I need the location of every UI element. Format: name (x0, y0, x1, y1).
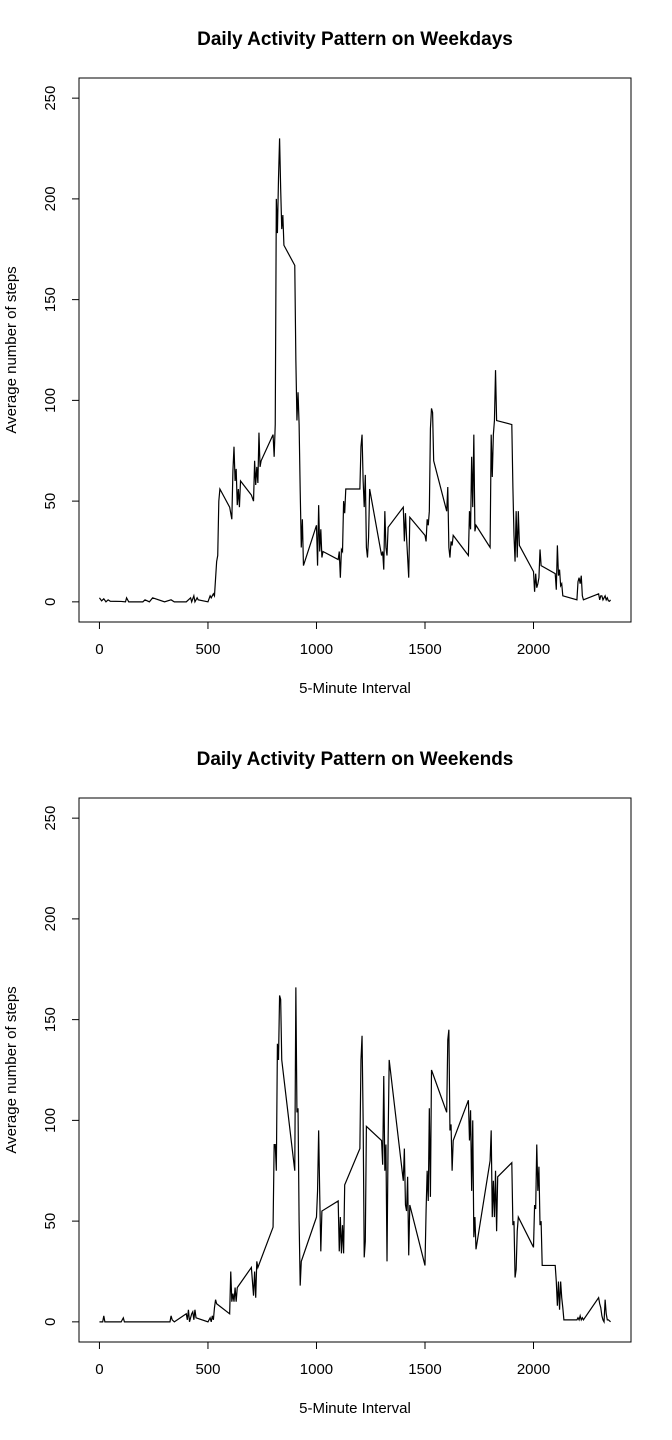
x-tick-label: 2000 (517, 1361, 550, 1378)
x-tick-label: 1000 (300, 1361, 333, 1378)
x-axis-label: 5-Minute Interval (299, 1400, 411, 1417)
x-tick-label: 500 (195, 1361, 220, 1378)
x-tick-label: 0 (95, 641, 103, 658)
x-tick-label: 1000 (300, 641, 333, 658)
chart-title: Daily Activity Pattern on Weekends (197, 749, 514, 770)
plot-frame (78, 797, 632, 1343)
y-tick-label: 250 (42, 806, 59, 831)
x-tick-label: 1500 (408, 641, 441, 658)
y-tick-label: 200 (42, 186, 59, 211)
y-axis-label: Average number of steps (3, 266, 20, 433)
y-tick-label: 50 (42, 1213, 59, 1230)
y-tick-label: 100 (42, 1108, 59, 1133)
plot-frame (78, 77, 632, 623)
data-line (98, 138, 612, 604)
x-tick-label: 2000 (517, 641, 550, 658)
chart-title: Daily Activity Pattern on Weekdays (197, 29, 513, 50)
y-tick-label: 150 (42, 287, 59, 312)
y-tick-label: 200 (42, 906, 59, 931)
data-line (99, 987, 611, 1325)
y-tick-label: 250 (42, 86, 59, 111)
y-tick-label: 0 (42, 1318, 59, 1326)
y-tick-label: 100 (42, 388, 59, 413)
y-axis-label: Average number of steps (3, 986, 20, 1153)
y-tick-label: 150 (42, 1007, 59, 1032)
y-tick-label: 50 (42, 493, 59, 510)
x-tick-label: 500 (195, 641, 220, 658)
x-axis-label: 5-Minute Interval (299, 680, 411, 697)
x-tick-label: 0 (95, 1361, 103, 1378)
x-tick-label: 1500 (408, 1361, 441, 1378)
y-tick-label: 0 (42, 598, 59, 606)
